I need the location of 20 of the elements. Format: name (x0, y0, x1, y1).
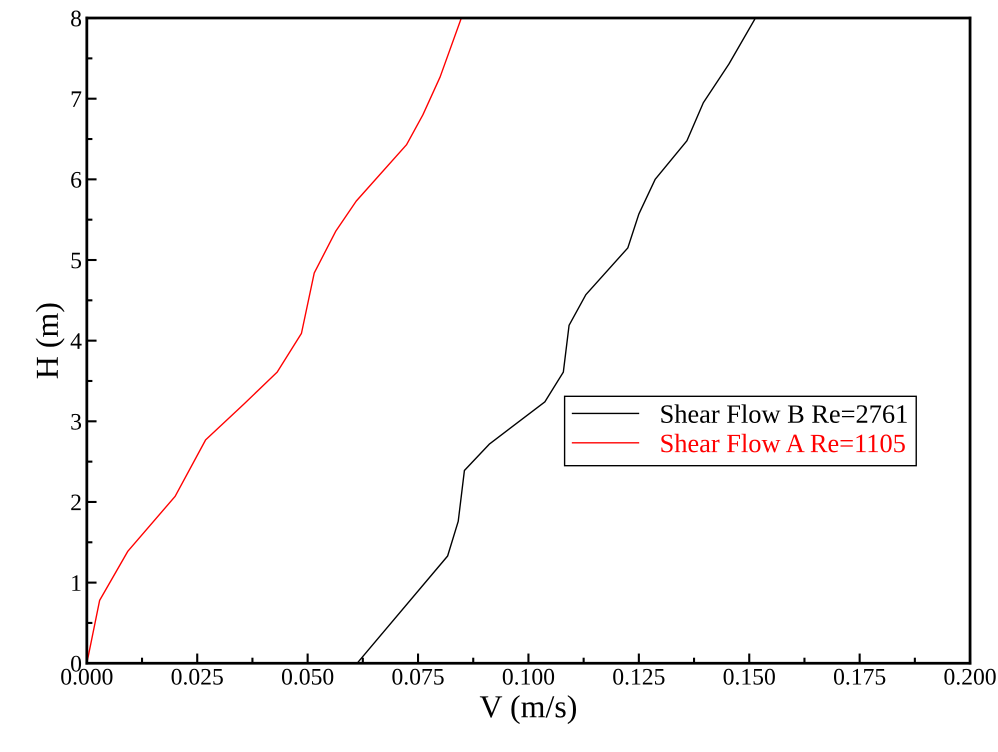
y-tick-label: 3 (71, 414, 82, 430)
y-tick-label: 4 (70, 333, 82, 349)
x-tick-label: 0.175 (834, 668, 886, 685)
x-tick-label: 0.150 (724, 668, 775, 685)
y-tick-label: 6 (71, 172, 82, 188)
x-tick-label: 0.200 (944, 668, 996, 685)
x-tick-label: 0.025 (172, 668, 223, 685)
y-tick-label: 2 (71, 494, 81, 510)
y-tick-label: 1 (72, 575, 81, 591)
y-tick-label: 7 (72, 91, 82, 107)
y-axis-title: H (m) (36, 303, 65, 378)
x-tick-label: 0.075 (392, 668, 444, 685)
x-axis-title: V (m/s) (480, 695, 576, 724)
x-tick-label: 0.050 (282, 668, 334, 685)
x-tick-label: 0.125 (613, 668, 664, 685)
legend-label: Shear Flow A Re=1105 (661, 434, 905, 452)
x-tick-label: 0.100 (502, 668, 554, 685)
legend-label: Shear Flow B Re=2761 (661, 404, 907, 423)
y-tick-label: 8 (71, 10, 82, 26)
y-tick-label: 5 (72, 252, 82, 268)
